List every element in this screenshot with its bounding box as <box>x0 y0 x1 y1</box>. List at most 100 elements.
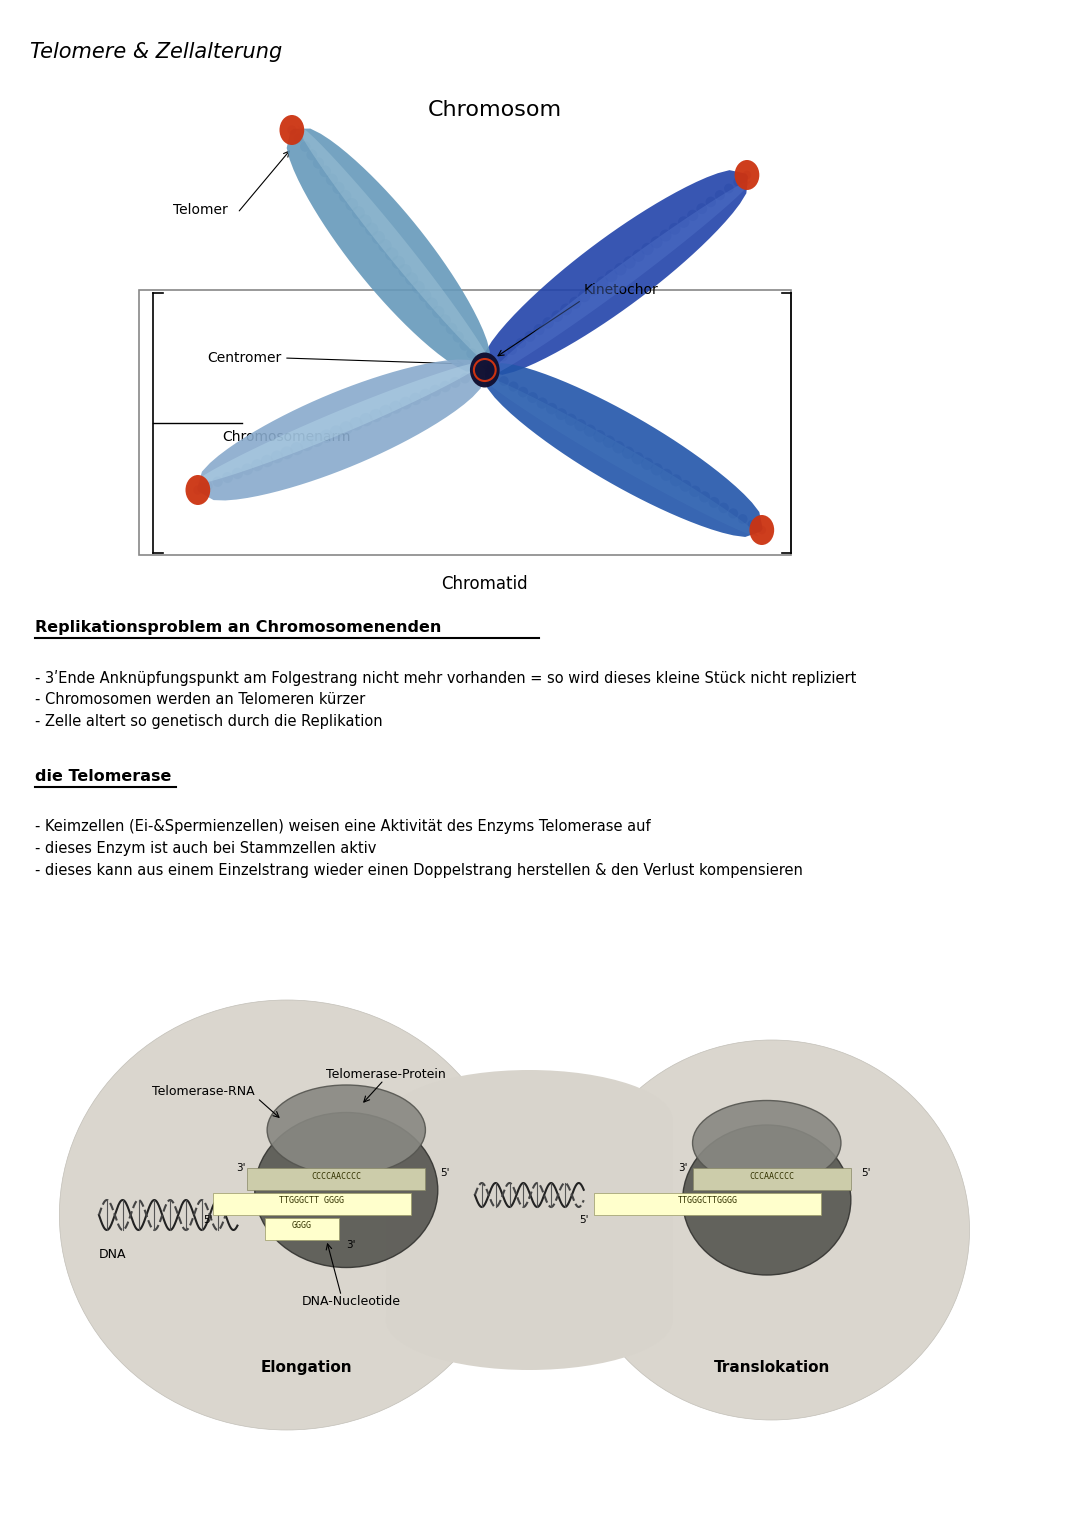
Ellipse shape <box>578 290 591 302</box>
Ellipse shape <box>307 150 318 160</box>
Ellipse shape <box>310 434 323 447</box>
Bar <box>386 1119 673 1319</box>
Bar <box>266 1219 339 1240</box>
Text: 3': 3' <box>678 1164 688 1173</box>
Ellipse shape <box>527 392 538 403</box>
Ellipse shape <box>683 1125 851 1275</box>
Ellipse shape <box>222 472 233 483</box>
Ellipse shape <box>320 165 330 177</box>
Ellipse shape <box>426 298 437 310</box>
Bar <box>213 1193 410 1215</box>
Ellipse shape <box>438 315 450 327</box>
Text: Replikationsproblem an Chromosomenenden: Replikationsproblem an Chromosomenenden <box>35 620 441 635</box>
Text: DNA: DNA <box>99 1248 126 1261</box>
Text: die Telomerase: die Telomerase <box>35 770 171 783</box>
Ellipse shape <box>734 160 759 189</box>
Ellipse shape <box>360 412 373 426</box>
Ellipse shape <box>399 264 411 278</box>
Ellipse shape <box>489 359 499 368</box>
Ellipse shape <box>400 397 411 409</box>
Ellipse shape <box>432 305 444 318</box>
Ellipse shape <box>499 376 509 386</box>
Ellipse shape <box>515 337 526 348</box>
Text: Telomerase-Protein: Telomerase-Protein <box>326 1067 446 1081</box>
Text: 5': 5' <box>203 1215 213 1225</box>
Ellipse shape <box>267 1086 426 1174</box>
Ellipse shape <box>632 249 645 263</box>
Ellipse shape <box>333 182 345 194</box>
Text: - dieses kann aus einem Einzelstrang wieder einen Doppelstrang herstellen & den : - dieses kann aus einem Einzelstrang wie… <box>35 863 802 878</box>
Ellipse shape <box>271 450 283 463</box>
Bar <box>594 1193 821 1215</box>
Ellipse shape <box>507 345 517 354</box>
Text: TTGGGCTTGGGG: TTGGGCTTGGGG <box>677 1196 738 1205</box>
Text: - 3ʹEnde Anknüpfungspunkt am Folgestrang nicht mehr vorhanden = so wird dieses k: - 3ʹEnde Anknüpfungspunkt am Folgestrang… <box>35 670 856 686</box>
Ellipse shape <box>708 496 719 508</box>
Ellipse shape <box>750 515 774 545</box>
Text: Kinetochor: Kinetochor <box>583 282 659 296</box>
Ellipse shape <box>699 492 710 502</box>
Ellipse shape <box>213 476 222 487</box>
Ellipse shape <box>498 351 508 362</box>
Ellipse shape <box>622 446 634 460</box>
Ellipse shape <box>467 348 476 359</box>
Text: Chromosom: Chromosom <box>428 99 562 121</box>
Ellipse shape <box>555 408 567 420</box>
Ellipse shape <box>596 276 608 289</box>
Ellipse shape <box>537 397 548 409</box>
Text: CCCCAACCCC: CCCCAACCCC <box>311 1173 362 1180</box>
Text: - dieses Enzym ist auch bei Stammzellen aktiv: - dieses Enzym ist auch bei Stammzellen … <box>35 841 376 857</box>
Ellipse shape <box>446 322 457 334</box>
Ellipse shape <box>642 458 653 470</box>
Ellipse shape <box>203 481 213 490</box>
Ellipse shape <box>261 455 273 467</box>
Ellipse shape <box>642 243 653 255</box>
Ellipse shape <box>534 324 544 336</box>
Ellipse shape <box>715 189 725 200</box>
Ellipse shape <box>470 353 500 388</box>
Ellipse shape <box>481 365 489 374</box>
Text: TTGGGCTT GGGG: TTGGGCTT GGGG <box>279 1196 345 1205</box>
Text: - Keimzellen (Ei-&Spermienzellen) weisen eine Aktivität des Enzyms Telomerase au: - Keimzellen (Ei-&Spermienzellen) weisen… <box>35 818 650 834</box>
Ellipse shape <box>481 365 489 374</box>
Ellipse shape <box>551 310 563 322</box>
Ellipse shape <box>697 203 707 214</box>
Ellipse shape <box>186 475 211 505</box>
Polygon shape <box>484 169 748 374</box>
Ellipse shape <box>339 189 351 203</box>
Polygon shape <box>482 376 758 536</box>
Ellipse shape <box>419 389 431 402</box>
Ellipse shape <box>386 1070 673 1170</box>
Ellipse shape <box>346 199 359 211</box>
Text: - Chromosomen werden an Telomeren kürzer: - Chromosomen werden an Telomeren kürzer <box>35 692 365 707</box>
Ellipse shape <box>650 463 663 475</box>
Ellipse shape <box>390 400 402 414</box>
Ellipse shape <box>588 282 599 296</box>
Bar <box>692 1168 851 1190</box>
Text: 3': 3' <box>347 1240 355 1251</box>
Ellipse shape <box>392 255 405 269</box>
Ellipse shape <box>724 183 733 194</box>
Text: GGGG: GGGG <box>292 1222 312 1231</box>
Ellipse shape <box>718 502 729 513</box>
Ellipse shape <box>733 177 743 186</box>
Ellipse shape <box>545 403 557 414</box>
Ellipse shape <box>757 525 766 534</box>
Ellipse shape <box>525 331 536 342</box>
Text: 3': 3' <box>235 1164 245 1173</box>
Ellipse shape <box>430 385 441 397</box>
Ellipse shape <box>575 418 586 431</box>
Ellipse shape <box>453 331 463 342</box>
Ellipse shape <box>255 1113 437 1267</box>
Ellipse shape <box>339 421 353 435</box>
Ellipse shape <box>603 435 616 447</box>
Ellipse shape <box>352 206 365 220</box>
Ellipse shape <box>593 431 606 443</box>
Ellipse shape <box>583 425 596 437</box>
Ellipse shape <box>517 386 528 397</box>
Ellipse shape <box>232 467 243 479</box>
Ellipse shape <box>449 377 460 388</box>
Polygon shape <box>489 180 752 376</box>
Ellipse shape <box>440 380 450 392</box>
Ellipse shape <box>193 486 203 495</box>
